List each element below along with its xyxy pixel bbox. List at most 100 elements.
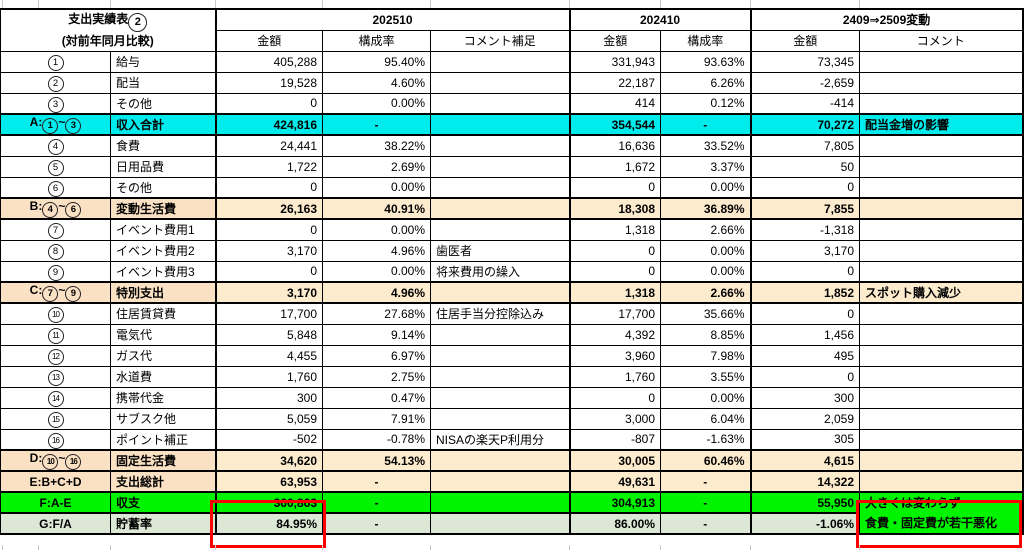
- table-row: A: 1 ~3 収入合計 424,816-354,544-70,272 配当金増の影響: [0, 113, 1024, 136]
- circled-number-icon: 2: [128, 13, 148, 33]
- sheet-gridline: [110, 545, 111, 550]
- table-row: 10 住居賃貸費 17,700 27.68% 住居手当分控除込み 17,700 35.66%…: [0, 302, 1024, 325]
- cell-ratio-202410: 93.63%: [660, 50, 752, 73]
- cell-variance-amount: 495: [749, 344, 861, 367]
- circled-number-icon: 9: [65, 286, 82, 301]
- sheet-gridline: [430, 0, 431, 8]
- table-title: 支出実績表 2 (対前年同月比較): [0, 8, 216, 52]
- cell-item-label: イベント費用2: [110, 239, 216, 262]
- cell-item-label: その他: [110, 92, 216, 115]
- cell-variance-comment: [859, 386, 1024, 409]
- subheader-variance-amount: 金額: [749, 29, 861, 52]
- table-row: 4 食費 24,441 38.22% 16,636 33.52% 7,805: [0, 134, 1024, 157]
- cell-ratio-202410: 33.52%: [660, 134, 752, 157]
- cell-note-202510: [429, 449, 571, 472]
- cell-variance-amount: 73,345: [749, 50, 861, 73]
- cell-row-id: 1: [0, 50, 111, 73]
- cell-ratio-202510: 0.00%: [322, 260, 431, 283]
- cell-note-202510: 歯医者: [429, 239, 571, 262]
- cell-amount-202510: 0: [214, 176, 323, 199]
- cell-note-202510: [429, 281, 571, 304]
- cell-item-label: 配当: [110, 71, 216, 94]
- cell-variance-amount: 0: [749, 302, 861, 325]
- cell-variance-amount: 305: [749, 428, 861, 451]
- cell-note-202510: [429, 92, 571, 115]
- cell-ratio-202410: 0.00%: [660, 386, 752, 409]
- cell-ratio-202410: 0.00%: [660, 176, 752, 199]
- cell-variance-comment: [859, 71, 1024, 94]
- cell-note-202510: [429, 134, 571, 157]
- sheet-gridline: [215, 545, 216, 550]
- cell-variance-amount: 1,456: [749, 323, 861, 346]
- cell-variance-amount: 4,615: [749, 449, 861, 472]
- cell-variance-amount: -1,318: [749, 218, 861, 241]
- cell-row-id: G:F/A: [0, 512, 111, 535]
- cell-ratio-202510: 54.13%: [322, 449, 431, 472]
- cell-amount-202410: 304,913: [568, 491, 662, 514]
- cell-item-label: 収入合計: [110, 113, 216, 136]
- cell-item-label: ガス代: [110, 344, 216, 367]
- sheet-gridline: [859, 545, 860, 550]
- cell-amount-202510: 4,455: [214, 344, 323, 367]
- sheet-gridline: [569, 545, 570, 550]
- table-row: 3 その他 0 0.00% 414 0.12% -414: [0, 92, 1024, 115]
- cell-amount-202510: 17,700: [214, 302, 323, 325]
- cell-row-id: 8: [0, 239, 111, 262]
- cell-amount-202410: 0: [568, 260, 662, 283]
- table-row: 11 電気代 5,848 9.14% 4,392 8.85% 1,456: [0, 323, 1024, 346]
- circled-number-icon: 1: [42, 118, 59, 133]
- cell-amount-202410: 331,943: [568, 50, 662, 73]
- cell-item-label: 固定生活費: [110, 449, 216, 472]
- cell-ratio-202410: -: [660, 491, 752, 514]
- cell-item-label: 水道費: [110, 365, 216, 388]
- cell-ratio-202510: -: [322, 512, 431, 535]
- cell-amount-202410: 3,000: [568, 407, 662, 430]
- circled-number-icon: 16: [65, 454, 82, 469]
- cell-variance-comment: [859, 239, 1024, 262]
- table-title-line1: 支出実績表 2: [6, 10, 210, 33]
- cell-variance-amount: 3,170: [749, 239, 861, 262]
- cell-amount-202410: 22,187: [568, 71, 662, 94]
- circled-number-icon: 7: [42, 286, 59, 301]
- cell-amount-202410: 0: [568, 386, 662, 409]
- cell-variance-comment: [859, 428, 1024, 451]
- cell-amount-202510: 300: [214, 386, 323, 409]
- circled-number-icon: 3: [65, 118, 82, 133]
- cell-variance-amount: -2,659: [749, 71, 861, 94]
- cell-ratio-202510: -0.78%: [322, 428, 431, 451]
- cell-ratio-202410: 0.00%: [660, 260, 752, 283]
- cell-note-202510: 将来費用の繰入: [429, 260, 571, 283]
- cell-ratio-202410: -: [660, 512, 752, 535]
- table-row: 13 水道費 1,760 2.75% 1,760 3.55% 0: [0, 365, 1024, 388]
- cell-ratio-202410: 0.12%: [660, 92, 752, 115]
- cell-note-202510: [429, 50, 571, 73]
- cell-amount-202510: 405,288: [214, 50, 323, 73]
- sheet-gridline: [2, 0, 3, 8]
- cell-note-202510: [429, 197, 571, 220]
- sheet-gridline: [110, 0, 111, 8]
- cell-ratio-202410: -: [660, 470, 752, 493]
- cell-amount-202510: 19,528: [214, 71, 323, 94]
- cell-note-202510: [429, 155, 571, 178]
- period-header-202510: 202510: [214, 8, 571, 31]
- cell-ratio-202510: 9.14%: [322, 323, 431, 346]
- sheet-gridline: [322, 0, 323, 8]
- cell-ratio-202410: 2.66%: [660, 218, 752, 241]
- cell-item-label: その他: [110, 176, 216, 199]
- table-row: 6 その他 0 0.00% 0 0.00% 0: [0, 176, 1024, 199]
- table-row: 8 イベント費用2 3,170 4.96% 歯医者 0 0.00% 3,170: [0, 239, 1024, 262]
- cell-note-202510: [429, 386, 571, 409]
- cell-note-202510: [429, 344, 571, 367]
- cell-row-id: 14: [0, 386, 111, 409]
- cell-ratio-202510: 2.75%: [322, 365, 431, 388]
- cell-row-id: A: 1 ~3: [0, 113, 111, 136]
- table-row: 15 サブスク他 5,059 7.91% 3,000 6.04% 2,059: [0, 407, 1024, 430]
- period-header-variance: 2409⇒2509変動: [749, 8, 1024, 31]
- cell-variance-amount: 0: [749, 260, 861, 283]
- subheader-amount-202410: 金額: [568, 29, 662, 52]
- table-row: G:F/A 貯蓄率 84.95% -86.00% - -1.06%: [0, 512, 1023, 535]
- cell-amount-202410: 1,672: [568, 155, 662, 178]
- cell-item-label: サブスク他: [110, 407, 216, 430]
- cell-amount-202510: 5,059: [214, 407, 323, 430]
- cell-amount-202510: 360,863: [214, 491, 323, 514]
